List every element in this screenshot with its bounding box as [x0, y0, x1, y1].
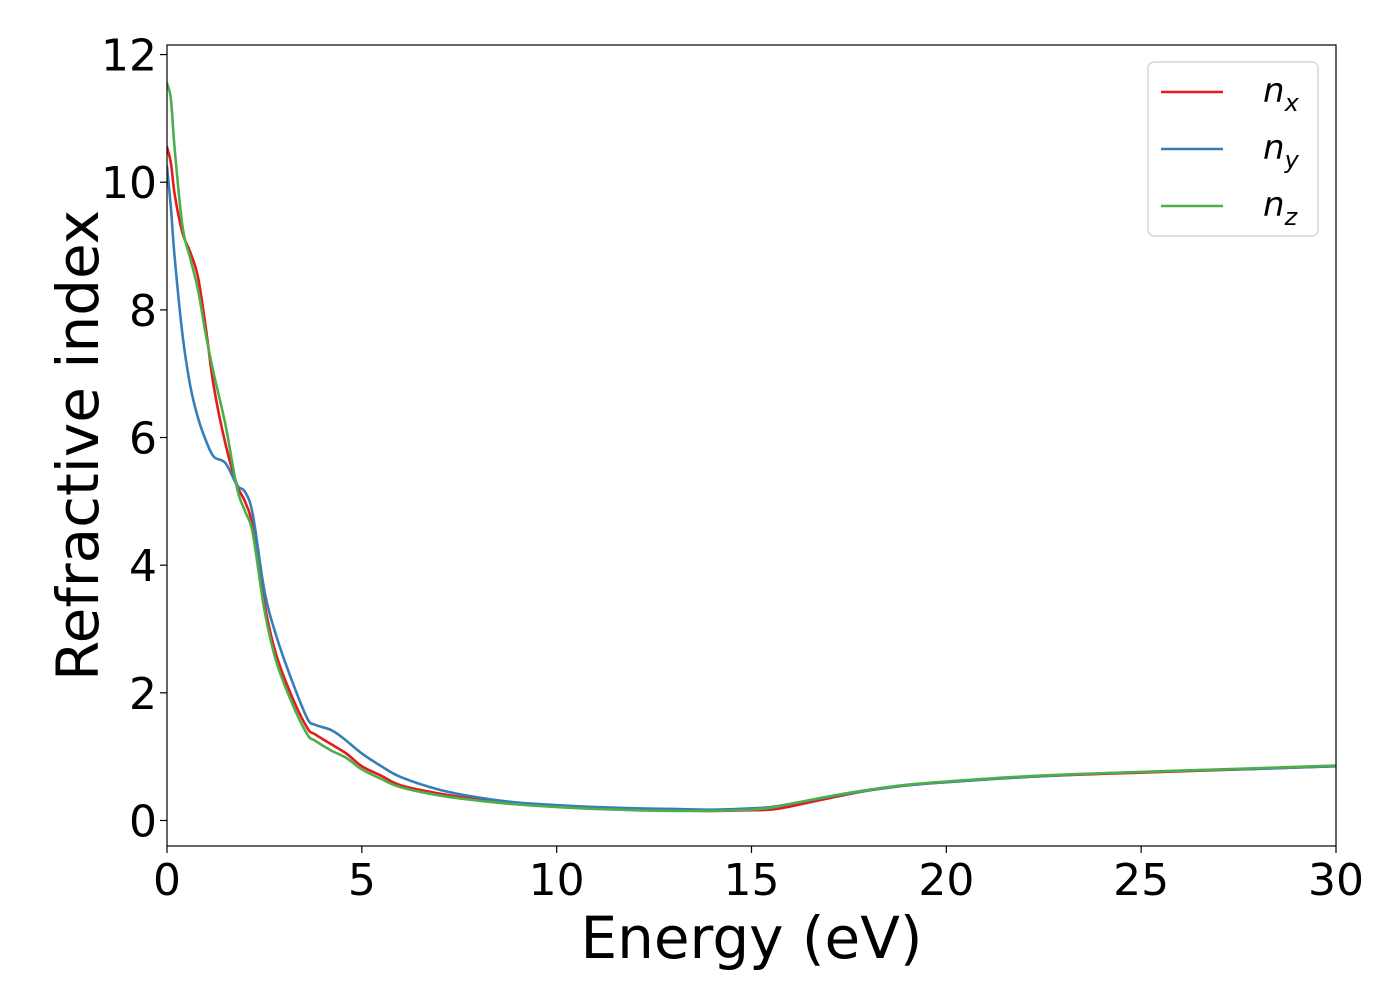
legend-label-z: nz	[1263, 185, 1299, 231]
x-tick-label: 0	[153, 855, 181, 906]
x-tick-label: 10	[529, 855, 585, 906]
x-axis-ticks: 0 5 10 15 20 25 30	[153, 846, 1364, 906]
y-tick-label: 10	[101, 158, 157, 209]
legend-label-y: ny	[1263, 128, 1300, 174]
x-tick-label: 15	[724, 855, 780, 906]
series-line-z	[167, 81, 1336, 813]
legend-box	[1147, 61, 1319, 237]
y-tick-label: 4	[129, 541, 157, 592]
x-axis-label: Energy (eV)	[580, 904, 922, 972]
series-line-x	[167, 145, 1336, 813]
y-axis-label: Refractive index	[44, 210, 112, 681]
y-axis-ticks: 0 2 4 6 8 10 12	[101, 31, 167, 847]
series-layer	[167, 81, 1336, 813]
x-tick-label: 25	[1113, 855, 1169, 906]
x-tick-label: 5	[348, 855, 376, 906]
y-tick-label: 0	[129, 796, 157, 847]
y-tick-label: 12	[101, 31, 157, 82]
x-tick-label: 30	[1308, 855, 1364, 906]
legend: nx ny nz	[1147, 61, 1319, 237]
y-tick-label: 2	[129, 669, 157, 720]
y-tick-label: 6	[129, 414, 157, 465]
series-line-y	[167, 164, 1336, 811]
legend-label-x: nx	[1263, 71, 1300, 117]
y-tick-label: 8	[129, 286, 157, 337]
x-tick-label: 20	[918, 855, 974, 906]
